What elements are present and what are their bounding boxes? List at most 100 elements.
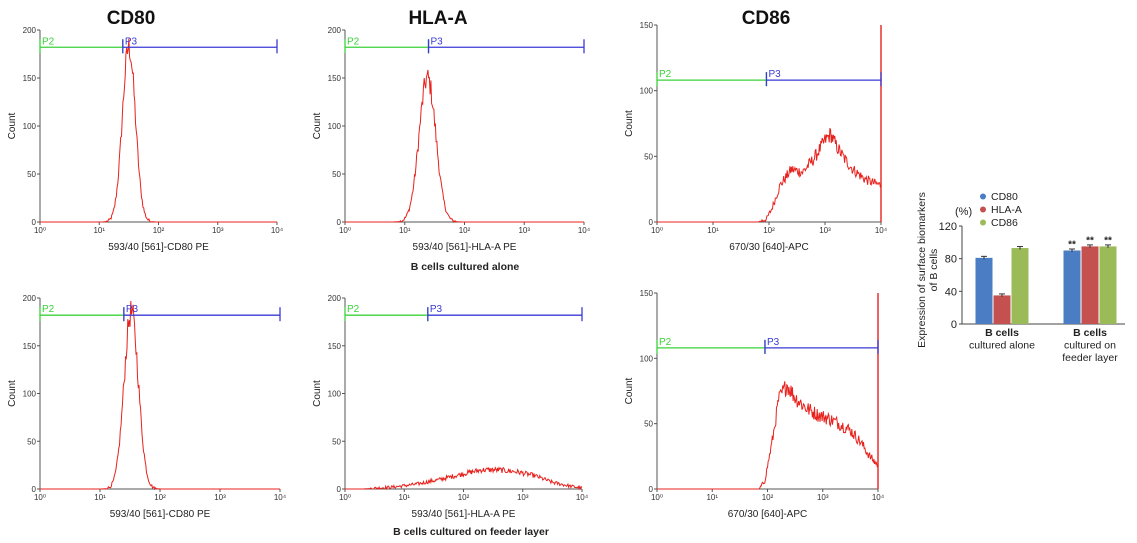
bar-category-label: cultured alone: [969, 340, 1035, 352]
title-hla-a: HLA-A: [408, 8, 467, 29]
x-axis-label: 593/40 [561]-HLA-A PE: [413, 242, 517, 253]
histogram-panel-cd80-alone: 0 50 100 150 200 10⁰ 10¹ 10² 10³ 10⁴ 593/40 [561]-…: [7, 26, 284, 253]
condition-label-feeder: B cells cultured on feeder layer: [393, 526, 549, 538]
y-axis-label: Count: [312, 112, 323, 139]
y-tick-label: 150: [328, 342, 342, 351]
gate-label: P3: [430, 304, 443, 315]
gate-p3: P3: [765, 69, 882, 87]
gate-label: P2: [347, 304, 360, 315]
bar-y-axis-label: Expression of surface biomarkers: [916, 192, 928, 348]
x-tick-label: 10⁰: [339, 226, 351, 235]
histogram-trace: [40, 38, 277, 223]
gate-label: P3: [767, 337, 780, 348]
gate-label: P2: [659, 69, 672, 80]
x-tick-label: 10¹: [707, 226, 719, 235]
y-axis-label: Count: [624, 377, 635, 404]
significance-mark: **: [1068, 240, 1076, 251]
y-tick-label: 50: [644, 152, 653, 161]
histogram-panel-cd80-feeder: 0 50 100 150 200 10⁰ 10¹ 10² 10³ 10⁴ 593/40 [561]-…: [7, 294, 287, 520]
histogram-trace: [40, 300, 280, 491]
x-tick-label: 10⁴: [576, 493, 589, 502]
gate-p3: P3: [123, 304, 281, 322]
bar-y-tick-label: 0: [951, 319, 957, 331]
x-tick-label: 10⁴: [578, 226, 591, 235]
significance-mark: **: [1086, 235, 1094, 246]
bar: [975, 257, 993, 324]
gate-p2: P2: [656, 337, 766, 354]
bar-y-axis-label: of B cells: [928, 249, 940, 292]
y-axis-label: Count: [7, 380, 18, 407]
y-tick-label: 50: [644, 420, 653, 429]
y-tick-label: 0: [337, 218, 342, 227]
x-tick-label: 10³: [518, 226, 530, 235]
gate-p3: P3: [122, 36, 278, 54]
histogram-panel-hla-a-feeder: 0 50 100 150 200 10⁰ 10¹ 10² 10³ 10⁴ 593/40 [561]-…: [312, 294, 589, 520]
y-tick-label: 100: [640, 354, 654, 363]
x-axis-label: 593/40 [561]-CD80 PE: [110, 509, 211, 520]
bar-category-label: feeder layer: [1062, 352, 1118, 364]
x-tick-label: 10⁰: [34, 226, 46, 235]
x-tick-label: 10¹: [399, 226, 411, 235]
bar-category-label: cultured on: [1064, 340, 1116, 352]
y-tick-label: 150: [640, 21, 654, 30]
gate-p2: P2: [656, 69, 768, 87]
bar: [1011, 248, 1029, 324]
y-tick-label: 100: [328, 122, 342, 131]
y-tick-label: 100: [23, 390, 37, 399]
x-tick-label: 10¹: [706, 493, 718, 502]
histogram-trace: [657, 128, 882, 223]
y-tick-label: 150: [640, 289, 654, 298]
gate-p2: P2: [344, 304, 429, 322]
x-tick-label: 10³: [214, 493, 226, 502]
histogram-trace: [345, 69, 584, 224]
x-tick-label: 10¹: [94, 493, 106, 502]
y-tick-label: 100: [640, 87, 654, 96]
gate-p3: P3: [427, 304, 583, 322]
y-tick-label: 0: [337, 485, 342, 494]
x-axis-label: 670/30 [640]-APC: [729, 242, 809, 253]
x-tick-label: 10⁴: [872, 493, 885, 502]
x-tick-label: 10⁴: [271, 226, 284, 235]
legend-item: HLA-A: [980, 204, 1022, 216]
x-tick-label: 10⁴: [274, 493, 287, 502]
gate-label: P2: [42, 36, 55, 47]
x-tick-label: 10³: [212, 226, 224, 235]
x-tick-label: 10²: [154, 493, 166, 502]
gate-label: P3: [431, 36, 444, 47]
x-tick-label: 10¹: [398, 493, 410, 502]
x-axis-label: 593/40 [561]-HLA-A PE: [412, 509, 516, 520]
x-tick-label: 10²: [763, 226, 775, 235]
x-tick-label: 10²: [458, 493, 470, 502]
gate-label: P3: [125, 36, 138, 47]
x-axis-label: 593/40 [561]-CD80 PE: [108, 242, 209, 253]
x-tick-label: 10⁰: [339, 493, 351, 502]
gate-label: P2: [659, 337, 672, 348]
y-tick-label: 0: [649, 218, 654, 227]
legend-label: HLA-A: [991, 204, 1022, 216]
y-tick-label: 150: [328, 74, 342, 83]
y-tick-label: 200: [328, 294, 342, 303]
y-tick-label: 150: [23, 74, 37, 83]
bar: [1063, 250, 1081, 324]
bar-category-label: B cells: [985, 327, 1019, 339]
y-tick-label: 0: [32, 485, 37, 494]
bar-y-tick-label: 80: [945, 254, 957, 266]
histogram-panel-cd86-feeder: 0 50 100 150 10⁰ 10¹ 10² 10³ 10⁴ 670/30 [640]-APC…: [624, 289, 885, 520]
x-tick-label: 10⁰: [651, 493, 663, 502]
gate-label: P2: [42, 304, 55, 315]
x-tick-label: 10³: [817, 493, 829, 502]
histogram-trace: [345, 466, 583, 491]
legend-swatch: [980, 206, 986, 213]
gate-p2: P2: [344, 36, 430, 54]
x-tick-label: 10³: [517, 493, 529, 502]
y-tick-label: 200: [23, 294, 37, 303]
y-tick-label: 150: [23, 342, 37, 351]
gate-label: P3: [126, 304, 139, 315]
legend-swatch: [980, 219, 986, 226]
condition-label-alone: B cells cultured alone: [411, 261, 520, 273]
histogram-panel-hla-a-alone: 0 50 100 150 200 10⁰ 10¹ 10² 10³ 10⁴ 593/40 [561]-…: [312, 26, 591, 253]
gate-p2: P2: [39, 304, 125, 322]
x-tick-label: 10³: [819, 226, 831, 235]
histogram-trace: [657, 381, 879, 490]
